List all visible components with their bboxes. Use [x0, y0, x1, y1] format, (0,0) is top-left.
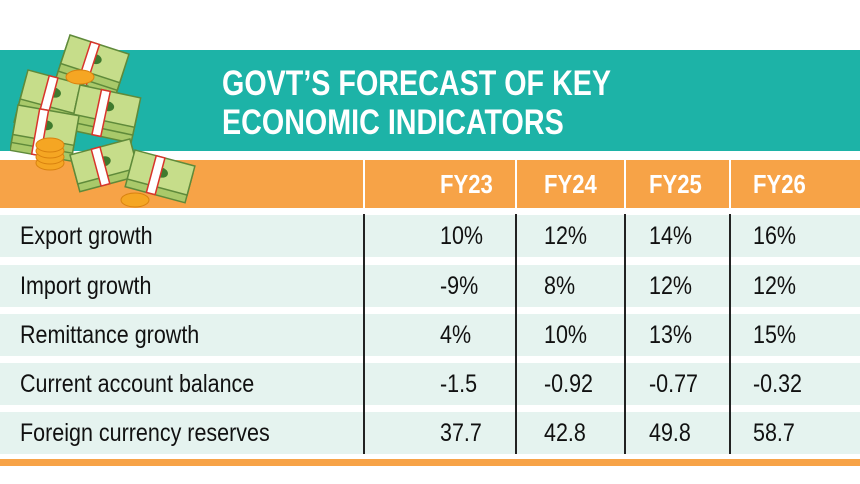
bottom-rule	[0, 459, 860, 466]
cash-bundle	[124, 149, 196, 204]
table-cell: -0.77	[649, 370, 699, 398]
table-row	[0, 265, 860, 307]
table-cell: 12%	[753, 272, 797, 300]
table-cell: 49.8	[649, 419, 691, 447]
table-cell: 12%	[649, 272, 693, 300]
table-cell: -0.32	[753, 370, 803, 398]
column-divider	[624, 214, 626, 454]
column-divider	[515, 214, 517, 454]
table-cell: 4%	[440, 321, 472, 349]
header-separator	[363, 160, 365, 208]
table-cell: 10%	[440, 222, 484, 250]
header-separator	[515, 160, 517, 208]
header-separator	[624, 160, 626, 208]
table-cell: 8%	[544, 272, 576, 300]
page-title: GOVT’S FORECAST OF KEY ECONOMIC INDICATO…	[222, 64, 611, 142]
table-cell: 10%	[544, 321, 588, 349]
column-header-fy24: FY24	[544, 169, 597, 199]
row-label: Import growth	[20, 272, 152, 300]
title-band	[0, 50, 860, 151]
table-row	[0, 412, 860, 454]
table-cell: -0.92	[544, 370, 594, 398]
title-line-2: ECONOMIC INDICATORS	[222, 103, 564, 142]
cash-bundle	[69, 84, 142, 144]
coin-icon	[65, 69, 95, 85]
table-row	[0, 215, 860, 257]
money-stacks-icon	[10, 34, 196, 208]
table-cell: 42.8	[544, 419, 586, 447]
table-cell: 12%	[544, 222, 588, 250]
table-cell: 37.7	[440, 419, 482, 447]
cash-bundle	[69, 138, 141, 193]
table-cell: 14%	[649, 222, 693, 250]
column-header-fy23: FY23	[440, 169, 493, 199]
row-label: Remittance growth	[20, 321, 200, 349]
table-cell: 58.7	[753, 419, 795, 447]
row-label: Current account balance	[20, 370, 255, 398]
table-row	[0, 363, 860, 405]
header-separator	[729, 160, 731, 208]
column-divider	[729, 214, 731, 454]
table-cell: -1.5	[440, 370, 478, 398]
title-line-1: GOVT’S FORECAST OF KEY	[222, 64, 612, 103]
column-divider	[363, 214, 365, 454]
row-label: Foreign currency reserves	[20, 419, 270, 447]
table-cell: -9%	[440, 272, 479, 300]
table-cell: 16%	[753, 222, 797, 250]
coin-icon	[120, 192, 150, 208]
table-row	[0, 314, 860, 356]
table-cell: 15%	[753, 321, 797, 349]
column-header-fy25: FY25	[649, 169, 702, 199]
table-cell: 13%	[649, 321, 693, 349]
column-header-fy26: FY26	[753, 169, 806, 199]
coin-icon	[35, 137, 65, 153]
row-label: Export growth	[20, 222, 153, 250]
